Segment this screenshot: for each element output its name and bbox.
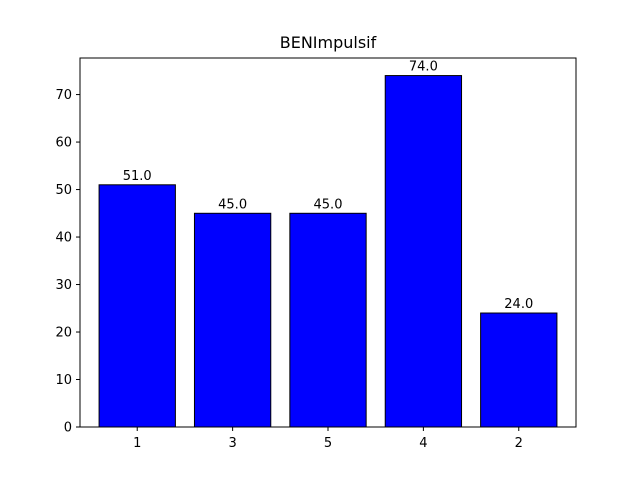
y-tick-label: 20 (55, 326, 72, 341)
x-tick-label: 2 (515, 436, 523, 451)
x-tick-label: 1 (133, 436, 141, 451)
y-tick-label: 60 (55, 136, 72, 151)
plot-frame (79, 57, 577, 428)
bar-1 (98, 184, 176, 428)
y-tick-label: 30 (55, 278, 72, 293)
x-axis: 1 3 5 4 2 (133, 427, 523, 451)
y-tick-label: 10 (55, 373, 72, 388)
x-tick-label: 4 (419, 436, 427, 451)
bar-5 (289, 212, 367, 428)
bars-group: 51.0 45.0 45.0 74.0 24.0 (98, 60, 558, 428)
x-tick-label: 5 (324, 436, 332, 451)
data-label-2: 24.0 (504, 297, 533, 312)
data-label-5: 45.0 (314, 197, 343, 212)
bar-2 (480, 312, 558, 428)
bar-3 (193, 212, 272, 428)
data-label-4: 74.0 (409, 60, 438, 75)
data-label-1: 51.0 (123, 169, 152, 184)
y-tick-label: 50 (55, 183, 72, 198)
x-tick-label: 3 (228, 436, 236, 451)
data-label-3: 45.0 (218, 197, 247, 212)
bar-4 (384, 75, 463, 428)
y-tick-label: 0 (64, 421, 72, 436)
y-tick-label: 70 (55, 88, 72, 103)
y-axis: 0 10 20 30 40 50 60 70 (55, 88, 80, 436)
chart-title: BENImpulsif (280, 33, 377, 52)
y-tick-label: 40 (55, 231, 72, 246)
